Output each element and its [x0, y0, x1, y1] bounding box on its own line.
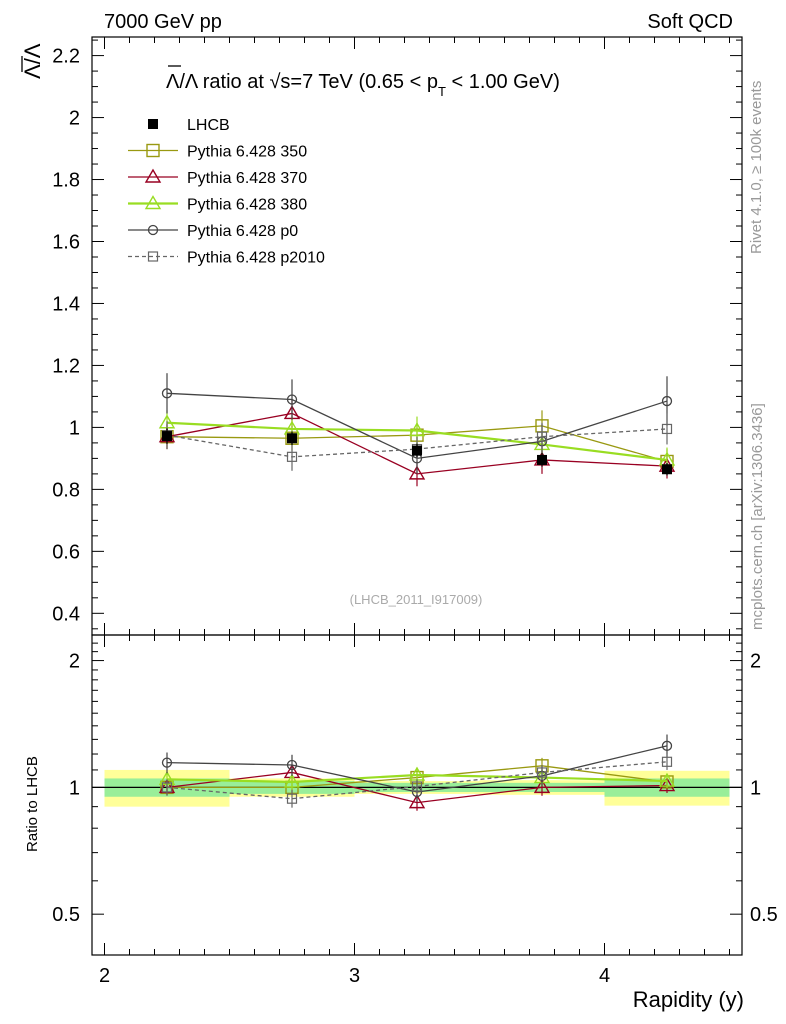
legend-label: Pythia 6.428 p0 — [187, 223, 298, 240]
legend-label: Pythia 6.428 350 — [187, 144, 307, 161]
ratio-y-tick-label-right: 0.5 — [750, 904, 778, 926]
ratio-series-point — [536, 767, 548, 778]
ratio-y-tick-label-right: 2 — [750, 651, 761, 673]
x-tick-label: 3 — [349, 965, 360, 987]
main-y-tick-label: 1.4 — [52, 293, 80, 315]
ratio-plot-frame — [91, 634, 743, 956]
series-point — [408, 465, 426, 480]
ratio-series-point — [658, 777, 676, 792]
legend-swatch-marker — [147, 251, 159, 262]
legend-swatch-marker — [147, 224, 159, 236]
series-point — [661, 423, 673, 435]
ratio-series-point — [408, 794, 426, 809]
series-point — [161, 388, 173, 399]
ratio-series-point — [661, 740, 673, 751]
series-point — [536, 431, 548, 442]
main-y-tick-label: 0.8 — [52, 479, 80, 501]
series-point — [286, 394, 298, 405]
legend-label: LHCB — [187, 117, 230, 134]
ratio-series-point — [161, 757, 173, 768]
legend-label: Pythia 6.428 p2010 — [187, 250, 325, 267]
data-point — [162, 431, 172, 442]
ratio-y-axis-label: Ratio to LHCB — [24, 756, 41, 852]
x-tick-label: 2 — [99, 965, 110, 987]
ratio-series-point — [286, 759, 298, 771]
main-y-tick-label: 0.4 — [52, 603, 80, 625]
ratio-y-tick-label: 1 — [69, 777, 80, 799]
series-point — [286, 451, 298, 462]
legend-swatch-marker — [146, 143, 160, 158]
data-point — [287, 433, 297, 444]
data-point — [537, 454, 547, 465]
chart-title: Λ/Λ ratio at √s=7 TeV (0.65 < pT < 1.00 … — [166, 71, 560, 99]
main-y-tick-label: 1 — [69, 417, 80, 439]
main-y-tick-label: 2 — [69, 108, 80, 130]
ratio-series-point — [411, 781, 423, 792]
main-y-axis-label: Λ/Λ — [20, 43, 45, 79]
ratio-plot: 0.5 0.5 1 1 2 2 2 3 4 Ratio to LHCB — [24, 634, 778, 987]
mcplots-label: mcplots.cern.ch [arXiv:1306.3436] — [749, 403, 766, 630]
legend-swatch-marker — [148, 119, 158, 129]
data-point — [412, 445, 422, 456]
header-right: Soft QCD — [647, 11, 733, 33]
ratio-series-point — [286, 793, 298, 804]
main-plot: 0.4 0.6 0.8 1 1.2 1.4 1.6 1.8 2 2.2 Λ/Λ ratio at … — [20, 36, 743, 636]
x-tick-label: 4 — [599, 965, 610, 987]
x-axis-label: Rapidity (y) — [633, 987, 744, 1012]
ratio-y-tick-label: 2 — [69, 651, 80, 673]
ratio-y-tick-label: 0.5 — [52, 904, 80, 926]
main-y-tick-label: 1.2 — [52, 355, 80, 377]
legend: LHCB Pythia 6.428 350 Pythia 6.428 370 Pyth… — [128, 117, 325, 267]
main-y-tick-label: 0.6 — [52, 541, 80, 563]
ratio-y-tick-label-right: 1 — [750, 777, 761, 799]
series-point — [661, 395, 673, 407]
ratio-series-point — [283, 773, 301, 788]
ratio-series-point — [661, 756, 673, 767]
rivet-version-label: Rivet 4.1.0, ≥ 100k events — [748, 81, 765, 254]
main-y-tick-label: 2.2 — [52, 46, 80, 68]
legend-swatch-marker — [144, 168, 162, 183]
watermark: (LHCB_2011_I917009) — [350, 592, 483, 607]
ratio-series-point — [533, 778, 551, 794]
series-point — [408, 422, 426, 437]
data-point — [662, 464, 672, 475]
main-y-tick-label: 1.6 — [52, 231, 80, 253]
legend-label: Pythia 6.428 370 — [187, 170, 307, 187]
legend-label: Pythia 6.428 380 — [187, 197, 307, 214]
header-left: 7000 GeV pp — [104, 11, 222, 33]
legend-swatch-marker — [144, 195, 162, 210]
main-y-tick-label: 1.8 — [52, 170, 80, 192]
ratio-series-point — [161, 782, 173, 793]
ratio-series-point — [658, 772, 676, 787]
